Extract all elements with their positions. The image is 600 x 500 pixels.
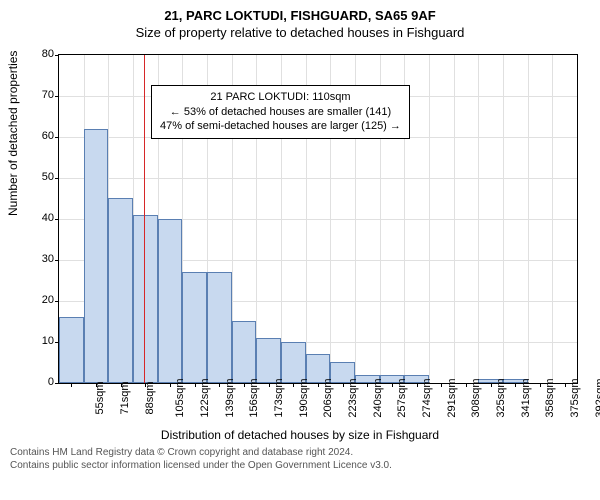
histogram-bar (158, 219, 183, 383)
x-tick-label: 358sqm (544, 378, 556, 417)
x-tick-label: 122sqm (199, 378, 211, 417)
x-tick-label: 325sqm (495, 378, 507, 417)
y-tick-label: 0 (14, 376, 54, 388)
x-axis-label: Distribution of detached houses by size … (0, 428, 600, 442)
x-tick-label: 274sqm (421, 378, 433, 417)
footer-attribution: Contains HM Land Registry data © Crown c… (0, 442, 600, 472)
x-tick-label: 375sqm (569, 378, 581, 417)
x-tick-label: 71sqm (119, 381, 131, 414)
chart-container: Number of detached properties 21 PARC LO… (0, 46, 600, 426)
histogram-bar (84, 129, 109, 383)
x-tick-label: 206sqm (322, 378, 334, 417)
histogram-bar (59, 317, 84, 383)
gridline-vertical (528, 55, 529, 383)
y-tick-label: 20 (14, 294, 54, 306)
y-tick-label: 70 (14, 89, 54, 101)
y-tick-label: 10 (14, 335, 54, 347)
gridline-vertical (503, 55, 504, 383)
callout-line: 47% of semi-detached houses are larger (… (160, 119, 401, 134)
footer-line: Contains public sector information licen… (10, 459, 590, 472)
histogram-bar (182, 272, 207, 383)
plot-area: 21 PARC LOKTUDI: 110sqm← 53% of detached… (58, 54, 578, 384)
y-tick-label: 50 (14, 171, 54, 183)
x-tick-label: 223sqm (347, 378, 359, 417)
y-tick-label: 40 (14, 212, 54, 224)
histogram-bar (207, 272, 232, 383)
callout-line: 21 PARC LOKTUDI: 110sqm (160, 90, 401, 105)
histogram-bar (256, 338, 281, 383)
chart-title: 21, PARC LOKTUDI, FISHGUARD, SA65 9AF (0, 0, 600, 25)
gridline-vertical (429, 55, 430, 383)
histogram-bar (232, 321, 257, 383)
gridline-vertical (454, 55, 455, 383)
footer-line: Contains HM Land Registry data © Crown c… (10, 446, 590, 459)
histogram-bar (281, 342, 306, 383)
x-tick-label: 88sqm (144, 381, 156, 414)
x-tick-label: 105sqm (174, 378, 186, 417)
x-tick-label: 139sqm (224, 378, 236, 417)
x-tick-label: 291sqm (446, 378, 458, 417)
x-tick-label: 308sqm (470, 378, 482, 417)
callout-line: ← 53% of detached houses are smaller (14… (160, 105, 401, 120)
reference-line (144, 55, 145, 383)
x-tick-label: 240sqm (372, 378, 384, 417)
chart-subtitle: Size of property relative to detached ho… (0, 25, 600, 42)
gridline-horizontal (59, 178, 577, 179)
histogram-bar (108, 198, 133, 383)
gridline-vertical (552, 55, 553, 383)
x-tick-label: 341sqm (520, 378, 532, 417)
gridline-vertical (478, 55, 479, 383)
y-tick-label: 80 (14, 48, 54, 60)
x-tick-label: 392sqm (594, 378, 600, 417)
y-tick-label: 60 (14, 130, 54, 142)
x-tick-label: 190sqm (298, 378, 310, 417)
x-tick-label: 257sqm (396, 378, 408, 417)
x-tick-label: 55sqm (94, 381, 106, 414)
x-tick-label: 173sqm (273, 378, 285, 417)
callout-box: 21 PARC LOKTUDI: 110sqm← 53% of detached… (151, 85, 410, 140)
x-tick-label: 156sqm (248, 378, 260, 417)
y-tick-label: 30 (14, 253, 54, 265)
